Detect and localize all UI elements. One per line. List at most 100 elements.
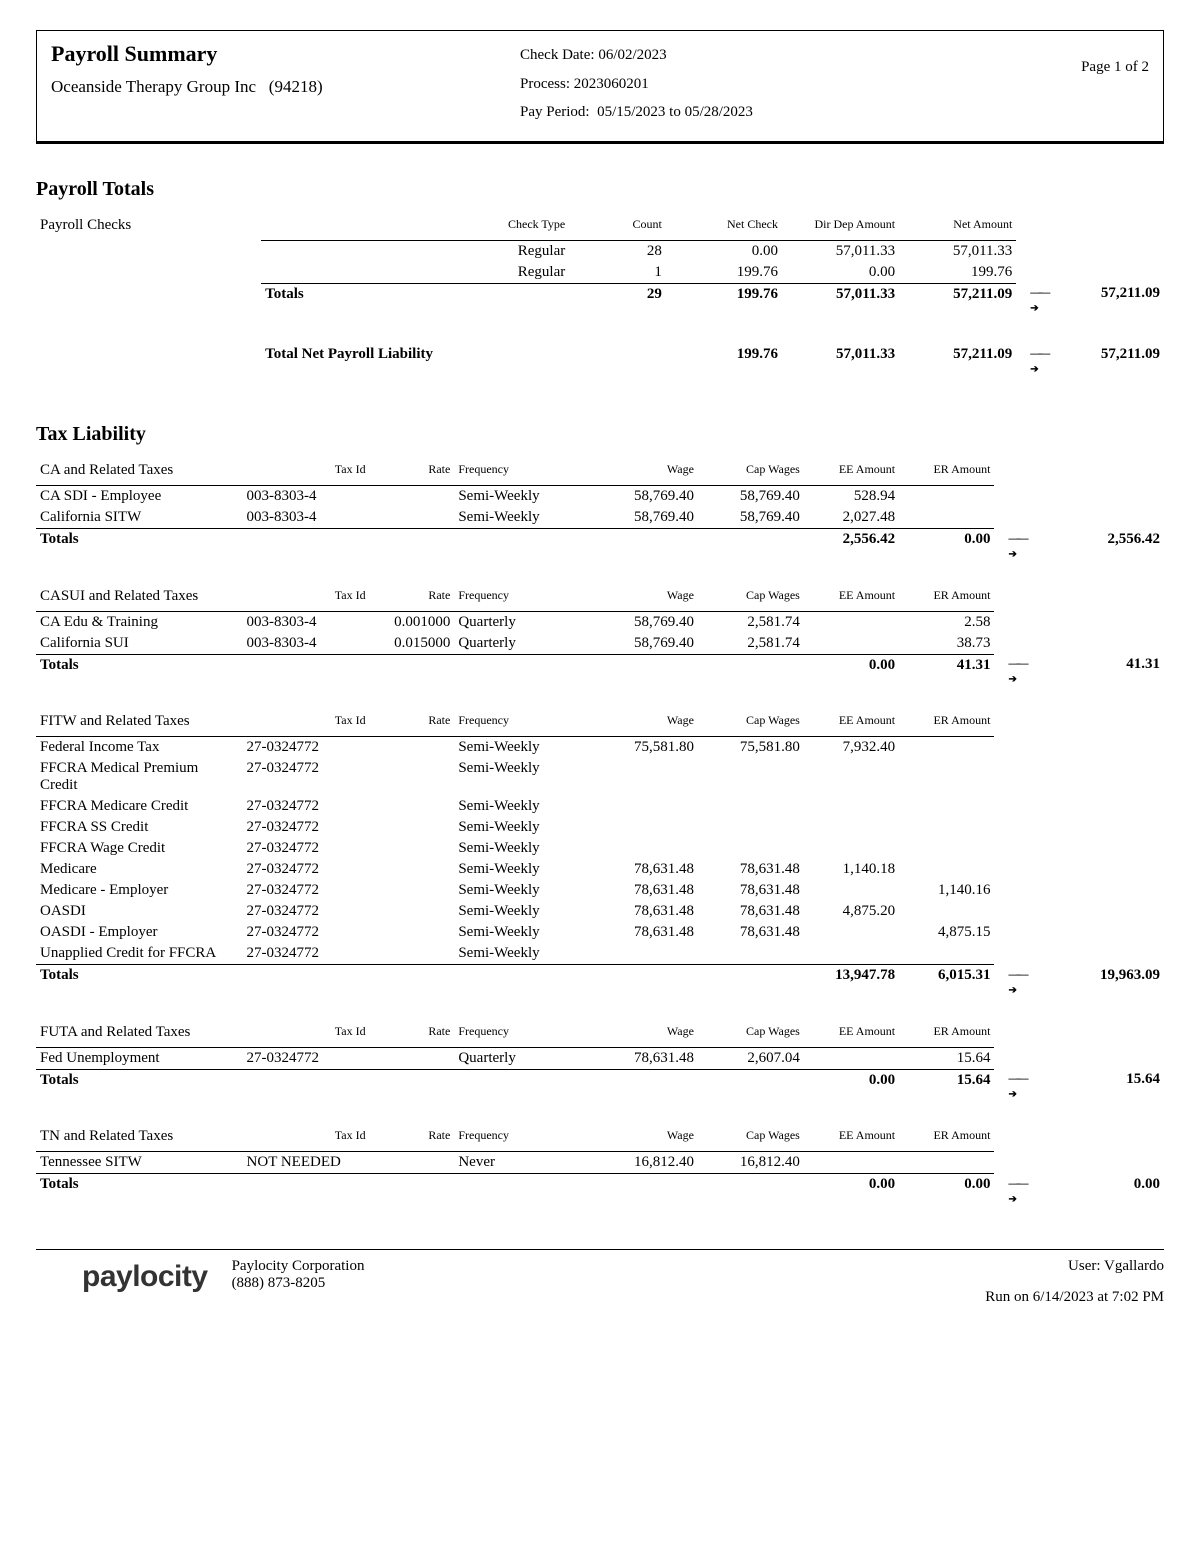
cell-check-type: Regular bbox=[453, 262, 570, 284]
totals-grand: 15.64 bbox=[1037, 1069, 1164, 1104]
tax-rate bbox=[370, 901, 455, 922]
tax-cap bbox=[698, 838, 804, 859]
payroll-totals-heading: Payroll Totals bbox=[36, 178, 1164, 201]
arrow-icon bbox=[998, 967, 1032, 997]
payroll-checks-label: Payroll Checks bbox=[36, 215, 261, 236]
col-ee: EE Amount bbox=[804, 1126, 899, 1147]
tax-wage: 78,631.48 bbox=[592, 901, 698, 922]
col-cap: Cap Wages bbox=[698, 1022, 804, 1043]
col-er: ER Amount bbox=[899, 711, 994, 732]
tax-id: 27-0324772 bbox=[243, 796, 370, 817]
tax-ee: 7,932.40 bbox=[804, 737, 899, 759]
tax-name: Fed Unemployment bbox=[36, 1047, 243, 1069]
tax-group-title: FITW and Related Taxes bbox=[36, 711, 243, 732]
col-check-type: Check Type bbox=[453, 215, 570, 236]
logo-text: paylocity bbox=[82, 1260, 208, 1294]
totals-ee: 0.00 bbox=[804, 654, 899, 689]
totals-er: 0.00 bbox=[899, 529, 994, 564]
header-meta: Check Date: 06/02/2023 Process: 20230602… bbox=[520, 41, 989, 127]
tax-cap: 78,631.48 bbox=[698, 901, 804, 922]
tax-er bbox=[899, 737, 994, 759]
tax-wage bbox=[592, 817, 698, 838]
net-liability-label: Total Net Payroll Liability bbox=[261, 344, 569, 379]
cell-dir-dep: 0.00 bbox=[782, 262, 899, 284]
tax-er bbox=[899, 817, 994, 838]
payroll-row: Regular1199.760.00199.76 bbox=[36, 262, 1164, 284]
process-id: 2023060201 bbox=[574, 76, 649, 92]
col-net-amount: Net Amount bbox=[899, 215, 1016, 236]
run-timestamp: Run on 6/14/2023 at 7:02 PM bbox=[985, 1289, 1164, 1306]
tax-wage: 78,631.48 bbox=[592, 1047, 698, 1069]
arrow-icon bbox=[998, 531, 1032, 561]
tax-name: Medicare bbox=[36, 859, 243, 880]
tax-er: 15.64 bbox=[899, 1047, 994, 1069]
tax-er bbox=[899, 507, 994, 529]
tax-group-title: CASUI and Related Taxes bbox=[36, 586, 243, 607]
report-footer: paylocity Paylocity Corporation (888) 87… bbox=[36, 1249, 1164, 1306]
totals-label: Totals bbox=[36, 529, 243, 564]
tax-id: NOT NEEDED bbox=[243, 1152, 370, 1174]
tax-name: Tennessee SITW bbox=[36, 1152, 243, 1174]
tax-freq: Semi-Weekly bbox=[454, 507, 592, 529]
cell-net-check: 199.76 bbox=[666, 262, 782, 284]
col-ee: EE Amount bbox=[804, 711, 899, 732]
cell-net-check: 0.00 bbox=[666, 240, 782, 262]
col-er: ER Amount bbox=[899, 460, 994, 481]
tax-wage bbox=[592, 838, 698, 859]
tax-name: FFCRA Medicare Credit bbox=[36, 796, 243, 817]
tax-row: OASDI 27-0324772 Semi-Weekly 78,631.48 7… bbox=[36, 901, 1164, 922]
col-ee: EE Amount bbox=[804, 586, 899, 607]
user-name: Vgallardo bbox=[1104, 1258, 1164, 1274]
tax-wage bbox=[592, 758, 698, 796]
col-er: ER Amount bbox=[899, 1022, 994, 1043]
tax-er: 2.58 bbox=[899, 611, 994, 633]
tax-er bbox=[899, 486, 994, 508]
tax-wage bbox=[592, 943, 698, 965]
col-wage: Wage bbox=[592, 460, 698, 481]
col-freq: Frequency bbox=[454, 711, 592, 732]
tax-wage: 78,631.48 bbox=[592, 922, 698, 943]
nl-netamount: 57,211.09 bbox=[899, 344, 1016, 379]
nl-grand: 57,211.09 bbox=[1056, 344, 1164, 379]
tax-row: Unapplied Credit for FFCRA 27-0324772 Se… bbox=[36, 943, 1164, 965]
tax-name: OASDI - Employer bbox=[36, 922, 243, 943]
col-taxid: Tax Id bbox=[243, 460, 370, 481]
user-label: User: bbox=[1068, 1258, 1101, 1274]
tax-row: Medicare - Employer 27-0324772 Semi-Week… bbox=[36, 880, 1164, 901]
tax-wage: 16,812.40 bbox=[592, 1152, 698, 1174]
arrow-icon bbox=[998, 1176, 1032, 1206]
arrow-icon bbox=[1020, 285, 1052, 315]
tax-group-table: TN and Related Taxes Tax Id Rate Frequen… bbox=[36, 1126, 1164, 1209]
tax-ee: 1,140.18 bbox=[804, 859, 899, 880]
tax-rate bbox=[370, 817, 455, 838]
totals-er: 41.31 bbox=[899, 654, 994, 689]
tax-rate bbox=[370, 880, 455, 901]
tax-freq: Never bbox=[454, 1152, 592, 1174]
tax-row: Fed Unemployment 27-0324772 Quarterly 78… bbox=[36, 1047, 1164, 1069]
corp-name: Paylocity Corporation bbox=[232, 1258, 986, 1275]
tax-er: 1,140.16 bbox=[899, 880, 994, 901]
tax-rate bbox=[370, 758, 455, 796]
tax-er: 38.73 bbox=[899, 633, 994, 655]
pt-total-dirdep: 57,011.33 bbox=[782, 283, 899, 318]
report-header: Payroll Summary Oceanside Therapy Group … bbox=[36, 30, 1164, 144]
tax-freq: Semi-Weekly bbox=[454, 758, 592, 796]
tax-cap bbox=[698, 758, 804, 796]
tax-freq: Semi-Weekly bbox=[454, 943, 592, 965]
tax-er bbox=[899, 838, 994, 859]
tax-rate bbox=[370, 1047, 455, 1069]
tax-group-table: FITW and Related Taxes Tax Id Rate Frequ… bbox=[36, 711, 1164, 1000]
col-ee: EE Amount bbox=[804, 460, 899, 481]
tax-freq: Semi-Weekly bbox=[454, 922, 592, 943]
tax-id: 27-0324772 bbox=[243, 758, 370, 796]
tax-wage: 58,769.40 bbox=[592, 611, 698, 633]
pt-grand: 57,211.09 bbox=[1056, 283, 1164, 318]
tax-cap: 16,812.40 bbox=[698, 1152, 804, 1174]
cell-check-type: Regular bbox=[453, 240, 570, 262]
tax-row: FFCRA Medicare Credit 27-0324772 Semi-We… bbox=[36, 796, 1164, 817]
tax-ee bbox=[804, 633, 899, 655]
tax-cap: 2,581.74 bbox=[698, 633, 804, 655]
tax-wage bbox=[592, 796, 698, 817]
tax-id: 27-0324772 bbox=[243, 1047, 370, 1069]
tax-ee bbox=[804, 758, 899, 796]
